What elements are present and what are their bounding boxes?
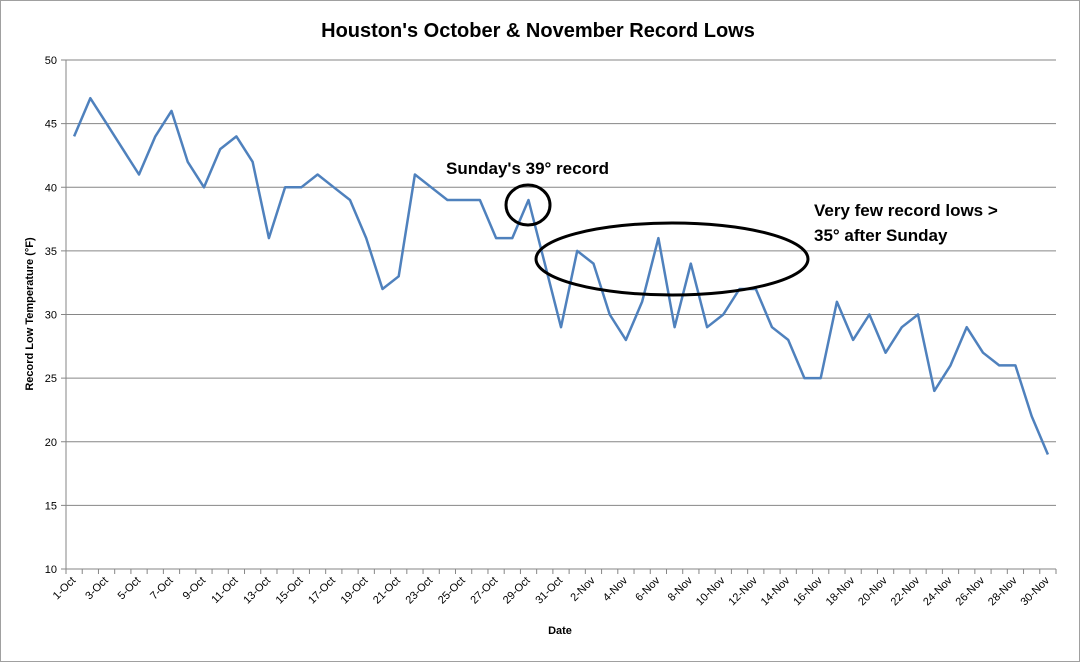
series-record-lows [72,96,1050,455]
x-axis-label: Date [548,625,572,637]
annotation-few-record-lows: Very few record lows > 35° after Sunday [814,201,998,245]
y-tick-labels: 10 15 20 25 30 35 40 45 50 [45,55,66,576]
series-line [72,96,1050,455]
annotation-sunday-record: Sunday's 39° record [446,159,609,178]
y-tick-label: 35 [45,246,57,258]
annotation-line: 35° after Sunday [814,226,948,245]
gridlines [66,59,1056,506]
annotation-circle-sunday [504,183,552,227]
y-tick-label: 10 [45,564,57,576]
annotations: Sunday's 39° record Very few record lows… [446,159,998,297]
y-tick-label: 15 [45,500,57,512]
annotation-line: Sunday's 39° record [446,159,609,178]
chart-title: Houston's October & November Record Lows [321,20,755,42]
y-axis-label: Record Low Temperature (°F) [24,237,36,391]
y-tick-label: 20 [45,437,57,449]
annotation-line: Very few record lows > [814,201,998,220]
y-tick-label: 30 [45,310,57,322]
y-tick-label: 50 [45,55,57,67]
y-tick-label: 25 [45,373,57,385]
y-tick-label: 40 [45,182,57,194]
y-tick-label: 45 [45,119,57,131]
annotation-ellipse-after-sunday [534,221,810,297]
